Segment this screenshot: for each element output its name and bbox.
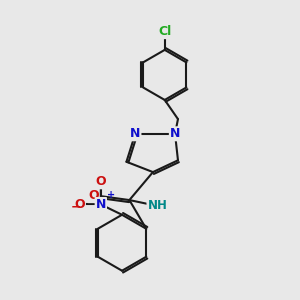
Text: N: N: [170, 127, 180, 140]
Text: Cl: Cl: [158, 25, 171, 38]
Text: −: −: [70, 201, 81, 214]
Text: O: O: [95, 175, 106, 188]
Text: O: O: [88, 189, 99, 202]
Text: N: N: [130, 127, 140, 140]
Text: N: N: [96, 198, 106, 211]
Text: NH: NH: [147, 200, 167, 212]
Text: +: +: [107, 190, 116, 200]
Text: O: O: [74, 198, 85, 211]
